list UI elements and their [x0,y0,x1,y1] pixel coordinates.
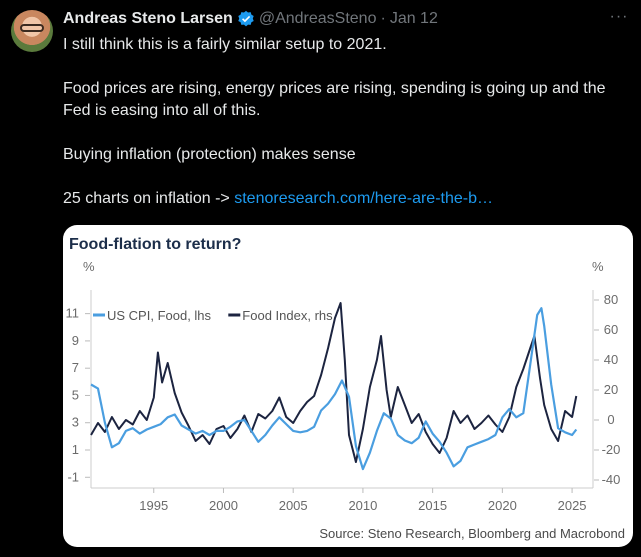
x-tick-label: 2020 [488,498,517,513]
legend-label: US CPI, Food, lhs [107,308,212,323]
legend-label: Food Index, rhs [242,308,333,323]
header-separator: · [380,10,386,27]
link-prefix: 25 charts on inflation -> [63,190,235,207]
left-tick-label: 9 [72,333,79,348]
tweet-paragraph: Buying inflation (protection) makes sens… [63,146,356,163]
x-tick-label: 2000 [209,498,238,513]
chart-source: Source: Steno Research, Bloomberg and Ma… [319,526,625,541]
right-tick-label: -40 [602,472,621,487]
right-tick-label: -20 [602,442,621,457]
author-handle[interactable]: @AndreasSteno [258,10,377,27]
more-options-icon[interactable]: ··· [609,8,629,25]
author-name[interactable]: Andreas Steno Larsen [63,10,233,27]
left-tick-label: 7 [72,360,79,375]
left-tick-label: -1 [67,469,79,484]
article-link[interactable]: stenoresearch.com/here-are-the-b… [234,190,493,207]
left-tick-label: 1 [72,442,79,457]
series-line-food-index [90,302,578,463]
left-tick-label: 11 [66,306,80,321]
left-tick-label: 5 [72,387,79,402]
x-tick-label: 2025 [558,498,587,513]
line-chart: % % 11 9 7 5 3 1 -1 80 60 40 20 0 -20 -40 1995 2000 2005 20… [66,259,621,513]
right-tick-label: 60 [604,322,618,337]
avatar[interactable] [11,10,53,52]
tweet-paragraph: Food prices are rising, energy prices ar… [63,80,606,119]
tweet-paragraph: I still think this is a fairly similar s… [63,36,387,53]
tweet-date[interactable]: Jan 12 [389,10,438,27]
x-tick-label: 2010 [348,498,377,513]
tweet-link-line: 25 charts on inflation -> stenoresearch.… [63,188,493,210]
right-tick-label: 40 [604,352,618,367]
left-axis-unit: % [83,259,95,274]
right-axis-unit: % [592,259,604,274]
verified-badge-icon [238,10,254,27]
x-tick-label: 2015 [418,498,447,513]
right-tick-label: 0 [607,412,614,427]
tweet-header: Andreas Steno Larsen @AndreasSteno · Jan… [63,9,438,29]
chart-title: Food-flation to return? [69,236,242,253]
series-line-us-cpi-food [90,307,578,471]
left-tick-label: 3 [72,415,79,430]
x-tick-label: 1995 [139,498,168,513]
right-tick-label: 80 [604,292,618,307]
right-tick-label: 20 [604,382,618,397]
x-tick-label: 2005 [279,498,308,513]
chart-image[interactable]: Food-flation to return? %% 11 9 7 5 3 1 -1 80 60 4… [63,225,633,547]
